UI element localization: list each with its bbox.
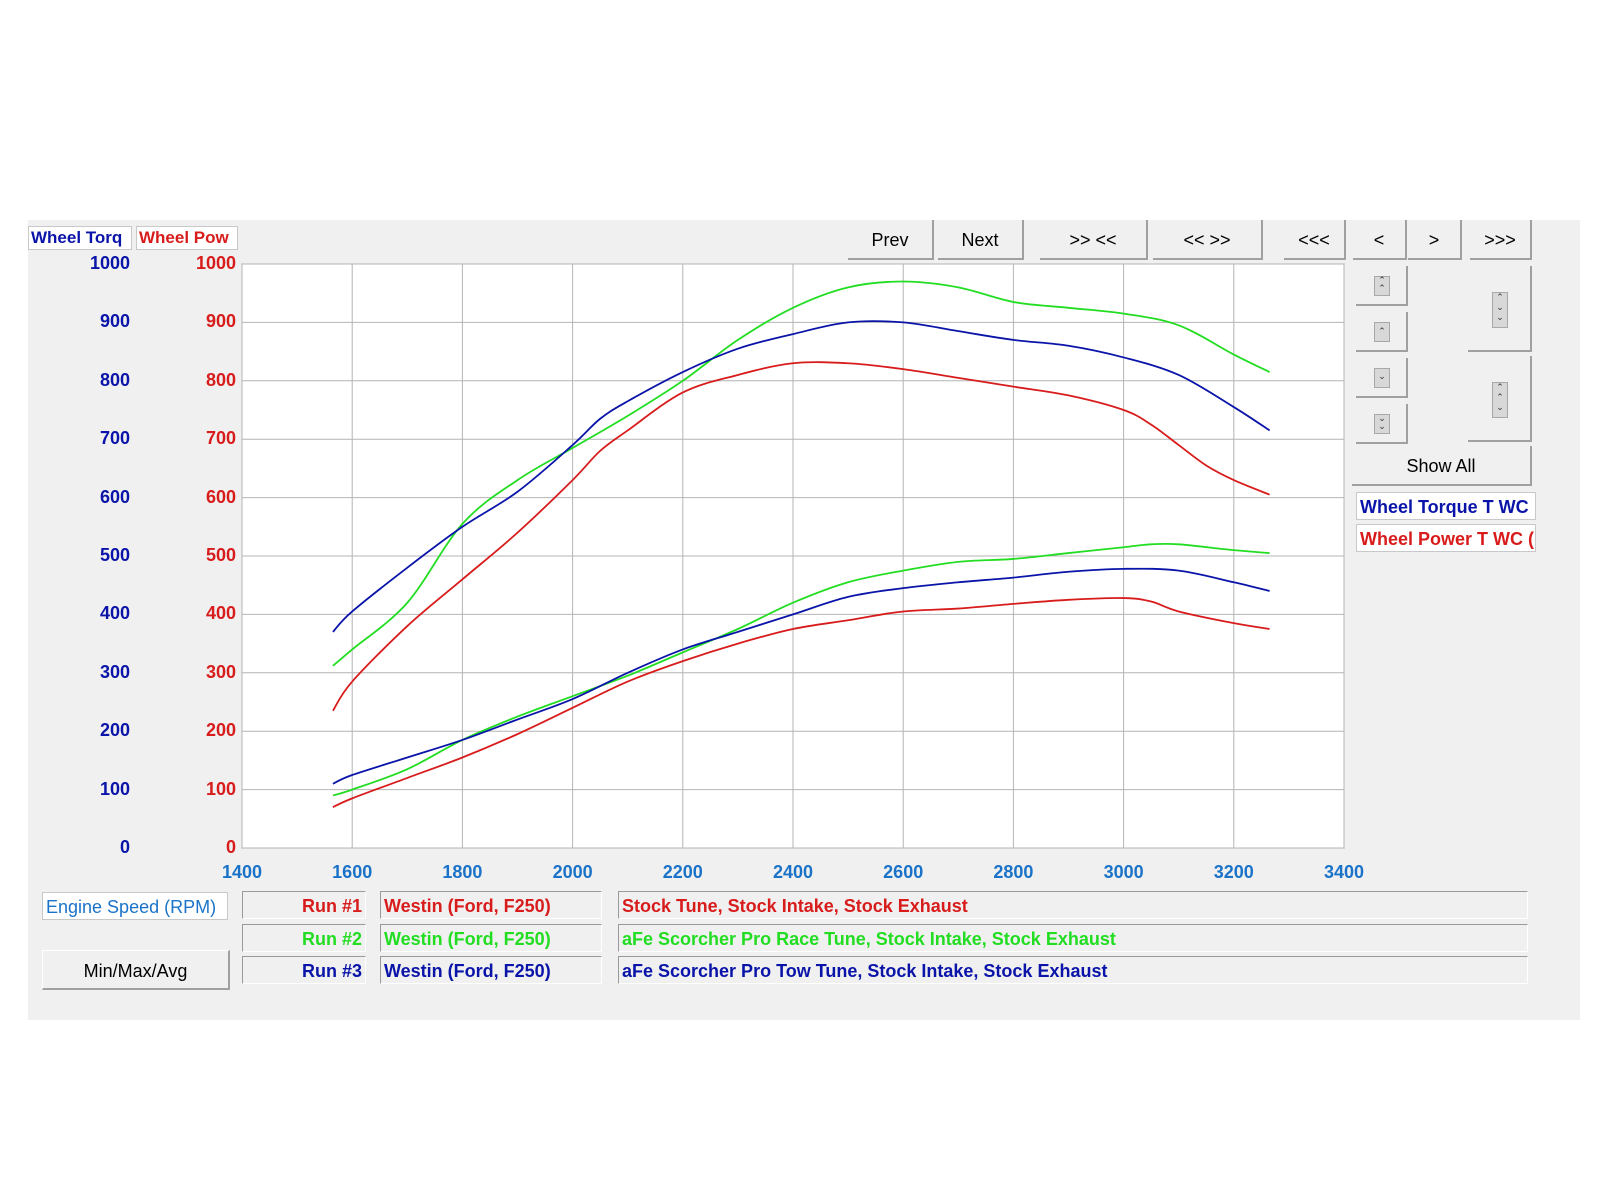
run-vehicle[interactable]: Westin (Ford, F250) [380,924,602,952]
x-tick-label: 3200 [1214,862,1254,882]
x-tick-label: 1400 [222,862,262,882]
show-all-button[interactable]: Show All [1352,446,1532,486]
y-tick-label: 100 [205,778,236,799]
zoom-in-button[interactable]: >> << [1040,220,1148,260]
run-vehicle[interactable]: Westin (Ford, F250) [380,891,602,919]
run-description[interactable]: aFe Scorcher Pro Tow Tune, Stock Intake,… [618,956,1528,984]
y-tick-label: 300 [99,661,130,682]
y-tick-label: 500 [205,545,236,565]
run-label[interactable]: Run #1 [242,891,366,919]
offset-down-button[interactable]: ⌃ ⌃ ⌄ [1468,356,1532,442]
y-tick-label: 900 [205,311,236,332]
run-description[interactable]: aFe Scorcher Pro Race Tune, Stock Intake… [618,924,1528,952]
legend-power: Wheel Power T WC ( [1356,524,1536,552]
y-tick-label: 300 [205,661,236,682]
y-tick-label: 700 [205,428,236,449]
x-tick-label: 2000 [553,862,593,882]
legend-torque: Wheel Torque T WC [1356,492,1536,520]
zoom-out-button[interactable]: << >> [1153,220,1263,260]
run-label[interactable]: Run #2 [242,924,366,952]
run-vehicle[interactable]: Westin (Ford, F250) [380,956,602,984]
y-tick-label: 800 [99,369,130,390]
y-tick-label: 800 [205,369,236,390]
x-tick-label: 3000 [1104,862,1144,882]
y-tick-label: 700 [99,428,130,449]
y-tick-label: 1000 [195,253,236,273]
x-tick-label: 2200 [663,862,703,882]
series-line [332,597,1270,808]
next-button[interactable]: Next [938,220,1024,260]
scale-down-fast-button[interactable]: ⌄ ⌄ [1356,404,1408,444]
expand-vertical-icon: ⌃ ⌄ ⌄ [1492,292,1508,328]
y-tick-label: 0 [119,837,130,857]
scroll-right-button[interactable]: > [1408,220,1462,260]
y-tick-label: 200 [205,720,236,741]
y-tick-label: 600 [205,486,236,507]
chevron-down-icon: ⌄ [1374,368,1390,388]
x-tick-label: 2800 [993,862,1033,882]
y-tick-label: 100 [99,778,130,799]
x-tick-label: 2400 [773,862,813,882]
y-tick-label: 500 [99,545,130,565]
run-label[interactable]: Run #3 [242,956,366,984]
y-tick-label: 200 [99,720,130,741]
series-line [332,361,1270,712]
y-tick-label: 1000 [89,253,130,273]
first-page-button[interactable]: <<< [1284,220,1346,260]
x-tick-label: 2600 [883,862,923,882]
chevron-up-icon: ⌃ [1374,322,1390,342]
series-line [332,567,1270,785]
y-tick-label: 0 [225,837,236,857]
y-tick-label: 600 [99,486,130,507]
y-tick-label: 900 [99,311,130,332]
run-description[interactable]: Stock Tune, Stock Intake, Stock Exhaust [618,891,1528,919]
last-page-button[interactable]: >>> [1470,220,1532,260]
scale-up-fast-button[interactable]: ⌃ ⌃ [1356,266,1408,306]
power-axis-title: Wheel Pow [136,226,238,250]
offset-up-button[interactable]: ⌃ ⌄ ⌄ [1468,266,1532,352]
scroll-left-button[interactable]: < [1353,220,1407,260]
scale-up-button[interactable]: ⌃ [1356,312,1408,352]
x-tick-label: 1800 [442,862,482,882]
torque-axis-title: Wheel Torq [28,226,132,250]
dyno-panel: Wheel Torq Wheel Pow 0 100 200 300 400 500 600… [28,220,1580,1020]
series-line [332,320,1271,633]
double-chevron-down-icon: ⌄ ⌄ [1374,414,1390,434]
scale-down-button[interactable]: ⌄ [1356,358,1408,398]
dyno-chart: 1400 1600 1800 2000 2200 2400 2600 2800 3000 3200… [222,263,1364,882]
x-tick-label: 3400 [1324,862,1364,882]
y-tick-label: 400 [205,603,236,624]
y-tick-label: 400 [99,603,130,624]
double-chevron-up-icon: ⌃ ⌃ [1374,276,1390,296]
collapse-vertical-icon: ⌃ ⌃ ⌄ [1492,382,1508,418]
x-axis-title: Engine Speed (RPM) [42,892,228,920]
x-tick-label: 1600 [332,862,372,882]
prev-button[interactable]: Prev [848,220,934,260]
min-max-avg-button[interactable]: Min/Max/Avg [42,950,230,990]
